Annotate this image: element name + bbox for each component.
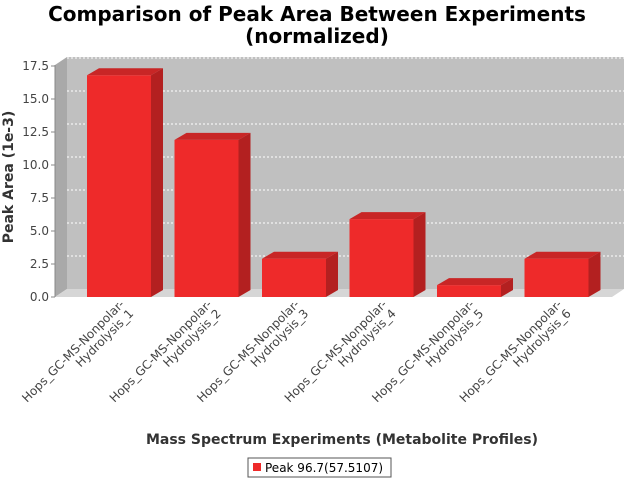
bar-side [588, 251, 601, 297]
bar-front [87, 75, 151, 298]
y-tick-label: 17.5 [22, 59, 49, 73]
bar-side [501, 278, 513, 297]
bar-front [437, 285, 501, 297]
y-tick-label: 0.0 [30, 290, 49, 304]
y-tick-label: 5.0 [30, 224, 49, 238]
x-tick-label-line: Hops_GC-MS-Nonpolar- [19, 297, 127, 405]
bar-top [262, 251, 338, 259]
bar-front [524, 258, 589, 297]
bar [262, 251, 338, 297]
legend-frame [247, 457, 392, 478]
plot-side-wall [55, 57, 67, 297]
bar-side [413, 212, 426, 297]
y-tick-label: 12.5 [22, 125, 49, 139]
bar-top [524, 251, 601, 259]
legend-swatch [253, 463, 261, 471]
bar-side [238, 132, 251, 297]
legend-label: Peak 96.7(57.5107) [265, 461, 383, 475]
y-tick-label: 7.5 [30, 191, 49, 205]
bar [437, 278, 513, 297]
bars [87, 68, 601, 298]
bar-top [437, 278, 513, 286]
legend: Peak 96.7(57.5107) [247, 457, 392, 478]
chart-title-line-1: Comparison of Peak Area Between Experime… [48, 2, 586, 26]
bar [524, 251, 601, 297]
bar-top [174, 132, 251, 140]
bar-top [87, 68, 163, 76]
y-axis: 0.0 2.5 5.0 7.5 10.0 12.5 15.0 17.5 [22, 59, 56, 304]
y-tick-label: 15.0 [22, 92, 49, 106]
bar [87, 68, 163, 298]
bar [174, 132, 251, 297]
bar-front [262, 258, 326, 297]
bar-top [349, 212, 426, 220]
x-axis-tick-labels: Hops_GC-MS-Nonpolar-Hydrolysis_1Hops_GC-… [19, 297, 574, 405]
y-tick-label: 10.0 [22, 158, 49, 172]
x-axis-label: Mass Spectrum Experiments (Metabolite Pr… [146, 432, 538, 448]
chart-title-line-2: (normalized) [245, 24, 389, 48]
bar [349, 212, 426, 297]
bar-front [349, 219, 414, 297]
y-tick-label: 2.5 [30, 257, 49, 271]
bar-front [174, 139, 239, 297]
y-axis-label: Peak Area (1e-3) [1, 111, 17, 244]
bar-side [151, 68, 163, 298]
bar-side [326, 251, 338, 297]
